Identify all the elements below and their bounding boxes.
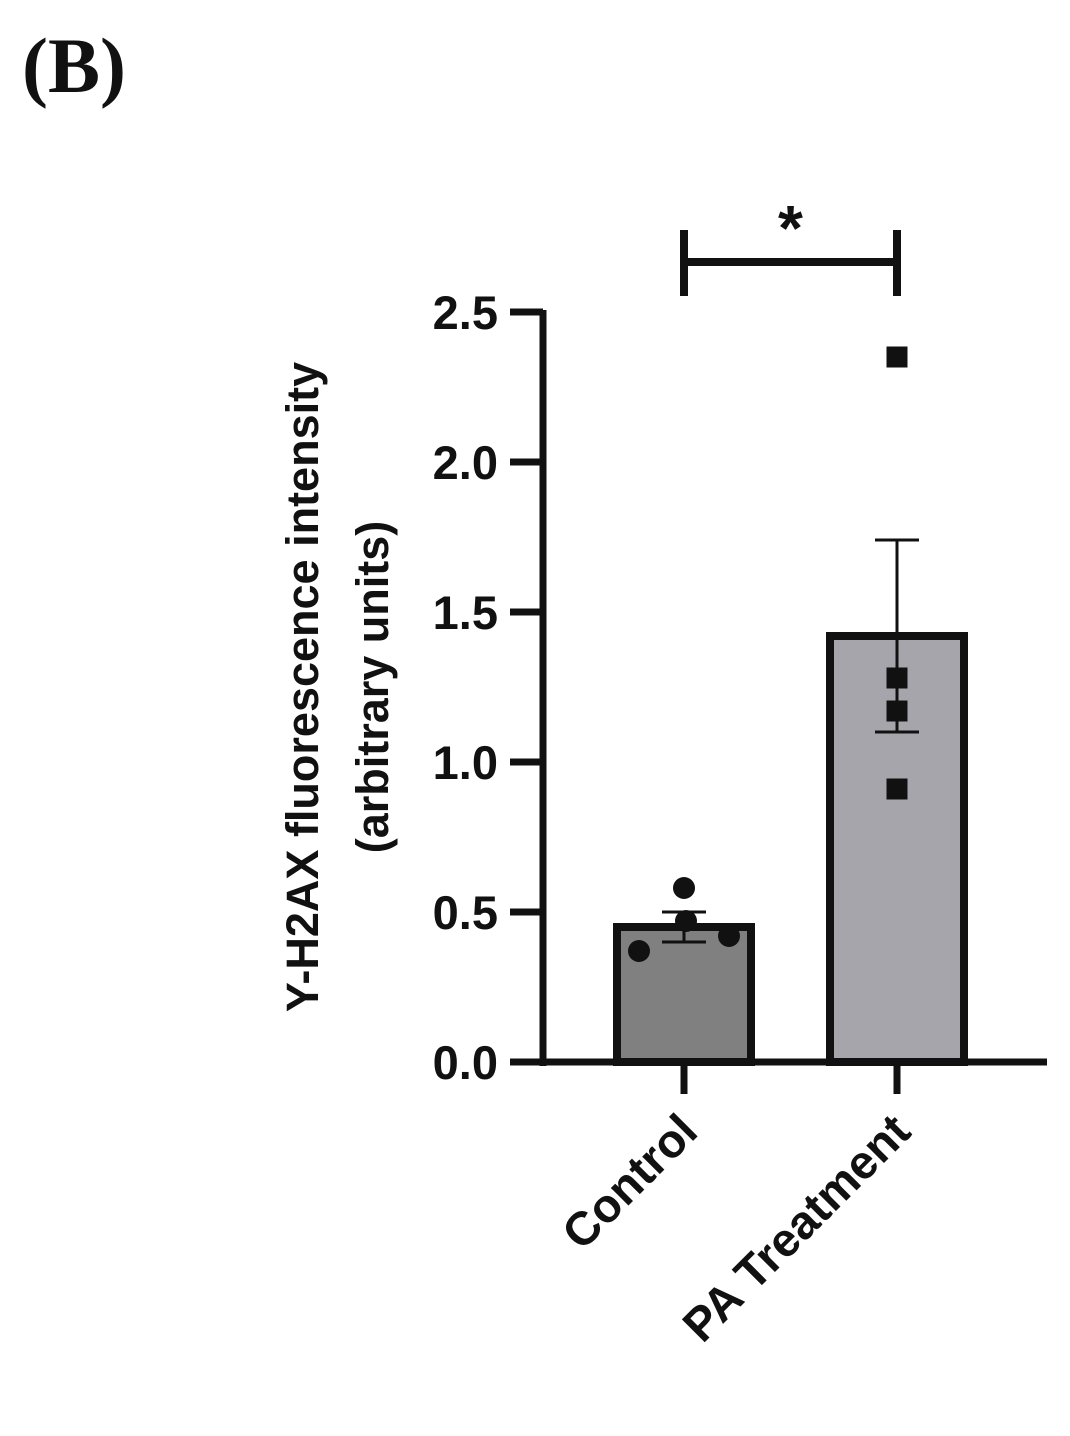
data-point-circle: [675, 910, 697, 932]
bars: [613, 632, 968, 1066]
y-tick-label: 0.5: [433, 886, 498, 939]
y-axis-label: Y-H2AX fluorescence intensity (arbitrary…: [277, 362, 398, 1012]
y-tick-label: 0.0: [433, 1036, 498, 1089]
y-ticks: 0.0 0.5 1.0 1.5 2.0 2.5: [433, 286, 543, 1089]
x-tick-label: Control: [551, 1104, 707, 1260]
y-tick-label: 1.5: [433, 586, 498, 639]
data-point-circle: [718, 925, 740, 947]
data-point-square: [886, 778, 908, 800]
y-tick-label: 2.0: [433, 436, 498, 489]
x-tick-label: PA Treatment: [672, 1103, 920, 1351]
y-axis-label-line2: (arbitrary units): [347, 521, 398, 854]
data-point-circle: [673, 877, 695, 899]
data-points: [628, 346, 908, 962]
significance-star: *: [778, 192, 803, 264]
bar-chart: Y-H2AX fluorescence intensity (arbitrary…: [277, 192, 1047, 1352]
data-point-circle: [628, 940, 650, 962]
y-axis-label-line1: Y-H2AX fluorescence intensity: [277, 362, 328, 1012]
y-tick-label: 2.5: [433, 286, 498, 339]
significance-bracket: *: [680, 192, 901, 296]
data-point-square: [886, 700, 908, 722]
data-point-square: [886, 346, 908, 368]
panel-label: (B): [22, 22, 126, 109]
y-tick-label: 1.0: [433, 736, 498, 789]
axes: [539, 310, 1047, 1066]
data-point-square: [886, 667, 908, 689]
